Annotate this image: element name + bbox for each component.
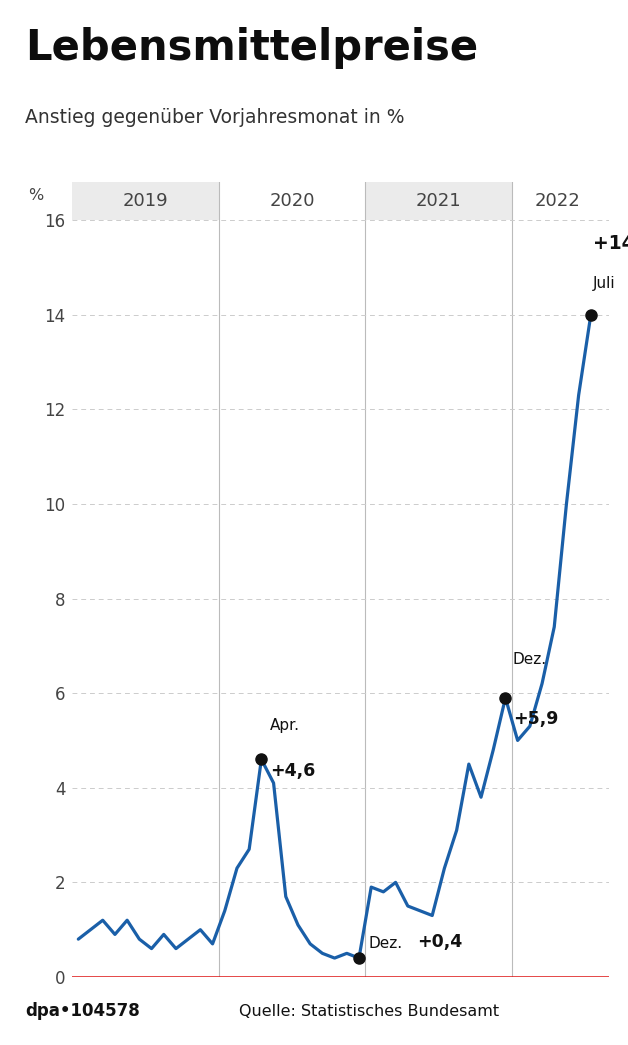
Text: Anstieg gegenüber Vorjahresmonat in %: Anstieg gegenüber Vorjahresmonat in % xyxy=(25,109,404,127)
Text: %: % xyxy=(28,188,43,204)
Text: 2022: 2022 xyxy=(534,192,580,210)
Text: Juli: Juli xyxy=(593,276,616,291)
Text: +0,4: +0,4 xyxy=(418,933,463,951)
Text: +5,9: +5,9 xyxy=(512,710,558,727)
Bar xyxy=(219,182,365,220)
Text: Dez.: Dez. xyxy=(369,936,403,951)
Text: Lebensmittelpreise: Lebensmittelpreise xyxy=(25,27,479,69)
Bar xyxy=(512,182,603,220)
Text: Apr.: Apr. xyxy=(270,718,300,734)
Text: 2019: 2019 xyxy=(122,192,168,210)
Text: Quelle: Statistisches Bundesamt: Quelle: Statistisches Bundesamt xyxy=(239,1003,499,1019)
Bar xyxy=(72,182,219,220)
Text: +4,6: +4,6 xyxy=(270,762,315,780)
Text: dpa•104578: dpa•104578 xyxy=(25,1002,140,1020)
Bar xyxy=(365,182,512,220)
Text: 2020: 2020 xyxy=(269,192,315,210)
Text: +14,0 %: +14,0 % xyxy=(593,234,628,253)
Text: Dez.: Dez. xyxy=(512,652,547,667)
Text: 2021: 2021 xyxy=(416,192,461,210)
